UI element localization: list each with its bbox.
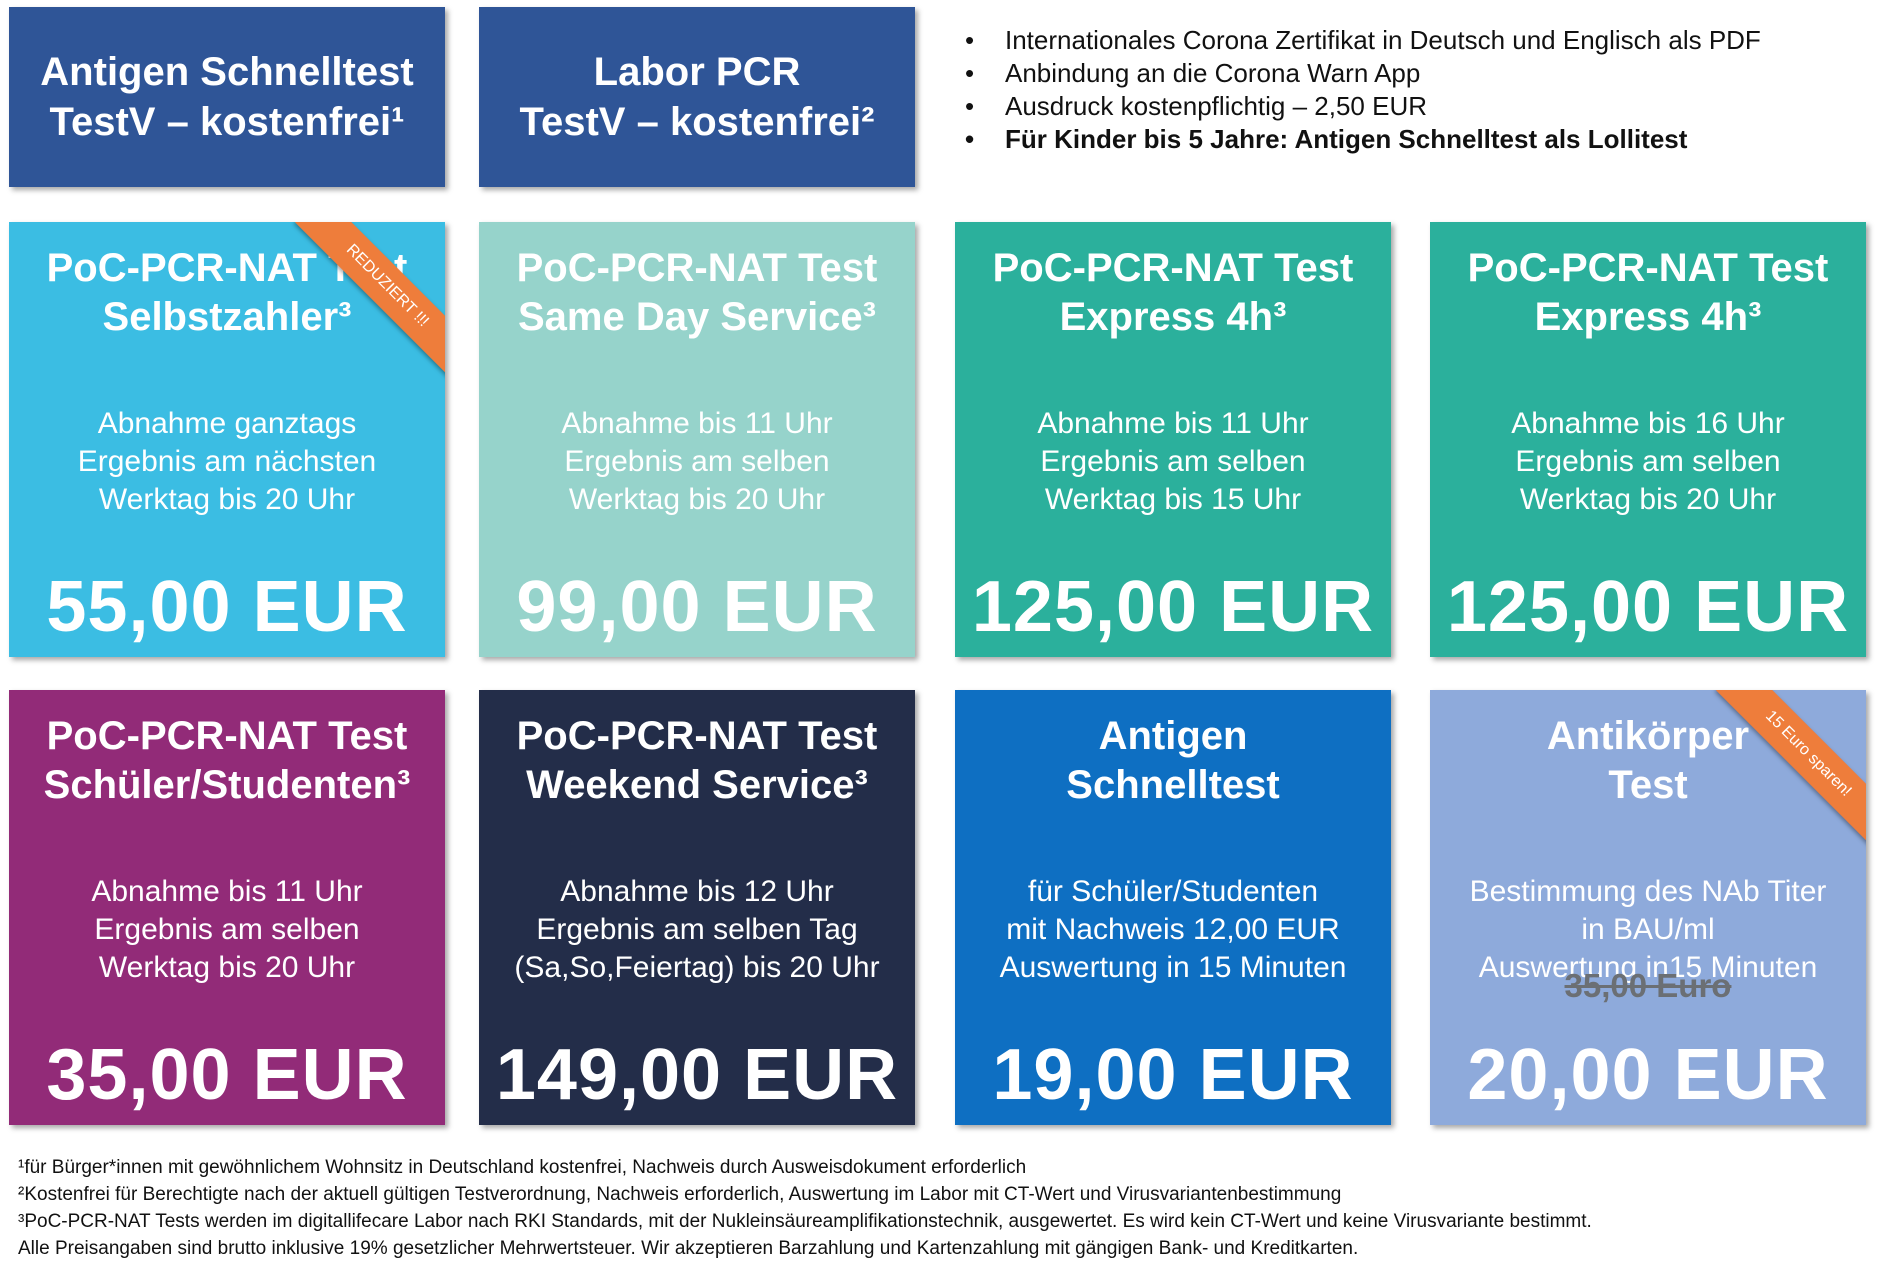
info-bullet: Internationales Corona Zertifikat in Deu… xyxy=(965,24,1761,57)
header-tile-subtitle: TestV – kostenfrei¹ xyxy=(49,100,405,144)
price-card-express-16: PoC-PCR-NAT Test Express 4h³ Abnahme bis… xyxy=(1430,222,1866,657)
card-title-line: Schüler/Studenten³ xyxy=(43,763,411,807)
card-title: PoC-PCR-NAT Test Express 4h³ xyxy=(1430,244,1866,342)
footnote: ³PoC-PCR-NAT Tests werden im digitallife… xyxy=(18,1211,1592,1232)
price-card-same-day: PoC-PCR-NAT Test Same Day Service³ Abnah… xyxy=(479,222,915,657)
card-title: PoC-PCR-NAT Test Weekend Service³ xyxy=(479,712,915,810)
card-description-line: Bestimmung des NAb Titer xyxy=(1469,875,1827,908)
card-description-line: Werktag bis 20 Uhr xyxy=(1519,483,1777,516)
info-bullet: Anbindung an die Corona Warn App xyxy=(965,57,1761,90)
card-title-line: PoC-PCR-NAT Test xyxy=(1467,246,1829,290)
card-description: für Schüler/Studenten mit Nachweis 12,00… xyxy=(955,873,1391,987)
card-price: 55,00 EUR xyxy=(46,567,408,647)
card-price: 125,00 EUR xyxy=(1446,567,1850,647)
card-description-line: Werktag bis 20 Uhr xyxy=(568,483,826,516)
card-description-line: Ergebnis am selben xyxy=(564,445,830,478)
card-title-line: Test xyxy=(1608,763,1688,807)
card-description-line: (Sa,So,Feiertag) bis 20 Uhr xyxy=(514,951,880,984)
card-description-line: Ergebnis am selben xyxy=(1040,445,1306,478)
info-bullet-highlight: Für Kinder bis 5 Jahre: Antigen Schnellt… xyxy=(965,123,1761,156)
card-description: Abnahme bis 11 Uhr Ergebnis am selben We… xyxy=(955,405,1391,519)
card-description: Abnahme bis 12 Uhr Ergebnis am selben Ta… xyxy=(479,873,915,987)
header-tile-title: Labor PCR xyxy=(593,50,801,94)
card-description-line: Auswertung in 15 Minuten xyxy=(999,951,1347,984)
info-bullet-list: Internationales Corona Zertifikat in Deu… xyxy=(965,24,1761,156)
card-price: 20,00 EUR xyxy=(1467,1035,1829,1115)
card-title: Antigen Schnelltest xyxy=(955,712,1391,810)
card-description-line: Abnahme bis 11 Uhr xyxy=(91,875,363,908)
card-title: PoC-PCR-NAT Test Same Day Service³ xyxy=(479,244,915,342)
card-description-line: Ergebnis am selben Tag xyxy=(536,913,858,946)
card-price: 149,00 EUR xyxy=(495,1035,899,1115)
card-price: 19,00 EUR xyxy=(992,1035,1354,1115)
card-description-line: Ergebnis am selben xyxy=(94,913,360,946)
card-title: PoC-PCR-NAT Test Express 4h³ xyxy=(955,244,1391,342)
card-description-line: Ergebnis am nächsten xyxy=(77,445,377,478)
card-title-line: PoC-PCR-NAT Test xyxy=(516,714,878,758)
price-card-antikoerper: Antikörper Test Bestimmung des NAb Titer… xyxy=(1430,690,1866,1125)
card-description-line: mit Nachweis 12,00 EUR xyxy=(1006,913,1340,946)
footnote: ²Kostenfrei für Berechtigte nach der akt… xyxy=(18,1184,1342,1205)
card-title-line: Selbstzahler³ xyxy=(102,295,352,339)
card-description-line: für Schüler/Studenten xyxy=(1027,875,1319,908)
card-title: Antikörper Test xyxy=(1430,712,1866,810)
card-title-line: Schnelltest xyxy=(1066,763,1280,807)
card-title-line: Express 4h³ xyxy=(1534,295,1762,339)
price-card-express-11: PoC-PCR-NAT Test Express 4h³ Abnahme bis… xyxy=(955,222,1391,657)
card-title-line: Weekend Service³ xyxy=(526,763,868,807)
info-bullet: Ausdruck kostenpflichtig – 2,50 EUR xyxy=(965,90,1761,123)
card-description-line: Abnahme bis 16 Uhr xyxy=(1511,407,1785,440)
header-tile-labor-pcr: Labor PCR TestV – kostenfrei² xyxy=(479,7,915,187)
header-tile-title: Antigen Schnelltest xyxy=(40,50,414,94)
price-card-antigen-schnelltest: Antigen Schnelltest für Schüler/Studente… xyxy=(955,690,1391,1125)
price-card-schueler-studenten: PoC-PCR-NAT Test Schüler/Studenten³ Abna… xyxy=(9,690,445,1125)
header-tile-antigen: Antigen Schnelltest TestV – kostenfrei¹ xyxy=(9,7,445,187)
old-price-strikethrough: 35,00 Euro xyxy=(1564,967,1732,1004)
card-description: Abnahme ganztags Ergebnis am nächsten We… xyxy=(9,405,445,519)
card-price: 125,00 EUR xyxy=(971,567,1375,647)
card-description: Abnahme bis 16 Uhr Ergebnis am selben We… xyxy=(1430,405,1866,519)
card-title-line: PoC-PCR-NAT Test xyxy=(46,714,408,758)
footnote: Alle Preisangaben sind brutto inklusive … xyxy=(18,1238,1359,1259)
card-title-line: Antikörper xyxy=(1546,714,1750,758)
card-title-line: Antigen xyxy=(1098,714,1248,758)
card-description: Bestimmung des NAb Titer in BAU/ml Auswe… xyxy=(1430,873,1866,987)
card-description-line: Abnahme bis 11 Uhr xyxy=(561,407,833,440)
card-description-line: Ergebnis am selben xyxy=(1515,445,1781,478)
card-description-line: Werktag bis 15 Uhr xyxy=(1044,483,1302,516)
card-description-line: Auswertung in15 Minuten xyxy=(1478,951,1818,984)
card-description-line: Abnahme ganztags xyxy=(97,407,357,440)
card-title: PoC-PCR-NAT Test Schüler/Studenten³ xyxy=(9,712,445,810)
card-price: 99,00 EUR xyxy=(516,567,878,647)
card-title-line: PoC-PCR-NAT Test xyxy=(516,246,878,290)
card-description-line: Werktag bis 20 Uhr xyxy=(98,483,356,516)
card-title-line: Express 4h³ xyxy=(1059,295,1287,339)
footnotes: ¹für Bürger*innen mit gewöhnlichem Wohns… xyxy=(18,1154,1592,1262)
card-price: 35,00 EUR xyxy=(46,1035,408,1115)
price-card-selbstzahler: PoC-PCR-NAT Test Selbstzahler³ Abnahme g… xyxy=(9,222,445,657)
card-description-line: Abnahme bis 11 Uhr xyxy=(1037,407,1309,440)
card-title-line: Same Day Service³ xyxy=(517,295,876,339)
price-card-weekend: PoC-PCR-NAT Test Weekend Service³ Abnahm… xyxy=(479,690,915,1125)
footnote: ¹für Bürger*innen mit gewöhnlichem Wohns… xyxy=(18,1157,1027,1178)
card-description-line: Abnahme bis 12 Uhr xyxy=(560,875,834,908)
card-description-line: Werktag bis 20 Uhr xyxy=(98,951,356,984)
card-description: Abnahme bis 11 Uhr Ergebnis am selben We… xyxy=(9,873,445,987)
card-description-line: in BAU/ml xyxy=(1581,913,1715,946)
card-title-line: PoC-PCR-NAT Test xyxy=(992,246,1354,290)
card-description: Abnahme bis 11 Uhr Ergebnis am selben We… xyxy=(479,405,915,519)
header-tile-subtitle: TestV – kostenfrei² xyxy=(519,100,875,144)
